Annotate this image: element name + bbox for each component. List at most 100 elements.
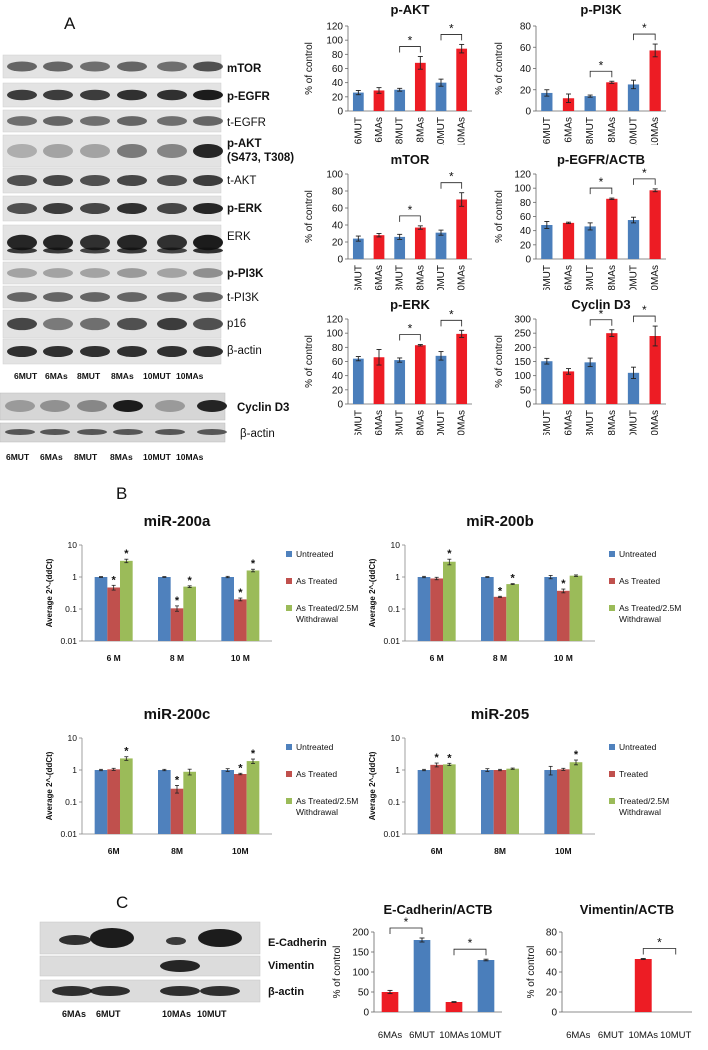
x-tick-label: 10MUT bbox=[436, 265, 447, 290]
x-tick-label: 10MUT bbox=[629, 410, 640, 435]
bar bbox=[606, 198, 618, 259]
y-tick-label: 0.1 bbox=[388, 797, 400, 807]
significance-star: * bbox=[642, 21, 647, 35]
significance-star: * bbox=[124, 746, 129, 758]
blot-row-label: Vimentin bbox=[268, 960, 315, 972]
bar bbox=[246, 570, 260, 641]
x-tick-label: 6MAs bbox=[374, 265, 385, 290]
blot-band bbox=[157, 292, 187, 302]
y-tick-label: 40 bbox=[546, 968, 558, 979]
bar bbox=[649, 336, 661, 404]
blot-row-label: t-AKT bbox=[227, 175, 256, 187]
y-tick-label: 0 bbox=[337, 107, 343, 118]
blot-band bbox=[43, 292, 73, 302]
blot-lane-label: 8MUT bbox=[77, 371, 101, 381]
significance-star: * bbox=[599, 175, 604, 189]
x-tick-label: 10M bbox=[232, 846, 249, 856]
y-tick-label: 0 bbox=[525, 107, 531, 118]
bar bbox=[481, 770, 494, 834]
significance-star: * bbox=[574, 749, 579, 761]
y-tick-label: 10 bbox=[68, 540, 78, 550]
bar bbox=[562, 98, 575, 111]
y-tick-label: 0 bbox=[337, 255, 343, 266]
blot-band bbox=[117, 234, 147, 251]
x-tick-label: 10MUT bbox=[629, 117, 640, 145]
y-tick-label: 40 bbox=[332, 371, 344, 382]
bar bbox=[584, 96, 596, 111]
blot-lane-label: 6MAs bbox=[40, 452, 63, 462]
x-tick-label: 10MAs bbox=[650, 265, 661, 290]
blot-band bbox=[43, 247, 73, 254]
y-tick-label: 200 bbox=[352, 928, 369, 939]
blot-band bbox=[193, 292, 223, 302]
y-tick-label: 1 bbox=[395, 572, 400, 582]
significance-star: * bbox=[188, 575, 193, 587]
legend-swatch bbox=[609, 605, 615, 611]
x-tick-label: 8MAs bbox=[607, 410, 618, 435]
significance-star: * bbox=[408, 203, 413, 217]
x-tick-label: 8 M bbox=[493, 653, 507, 663]
x-tick-label: 6MAs bbox=[374, 410, 385, 435]
significance-star: * bbox=[447, 548, 452, 560]
blot-band bbox=[43, 268, 73, 278]
blot-lane-label: 8MAs bbox=[110, 452, 133, 462]
chart-mir-205: miR-205 10 1 0.1 0.01 Average 2^-(ddCt) 6M 8M 10… bbox=[368, 706, 669, 856]
blot-band bbox=[90, 986, 130, 996]
chart-mir-200a: miR-200a 10 1 0.1 0.01 Average 2^-(ddCt) 6 M 8 … bbox=[45, 513, 358, 663]
significance-star: * bbox=[447, 752, 452, 764]
bar bbox=[234, 773, 247, 834]
bar bbox=[606, 82, 618, 111]
y-tick-label: 60 bbox=[520, 43, 532, 54]
blot-band bbox=[117, 346, 147, 357]
blot-band bbox=[80, 203, 110, 214]
significance-star: * bbox=[449, 170, 454, 184]
x-tick-label: 8MAs bbox=[415, 410, 426, 435]
blot-band bbox=[193, 247, 223, 254]
bar bbox=[94, 770, 108, 834]
significance-star: * bbox=[408, 33, 413, 47]
blot-row-label: E-Cadherin bbox=[268, 937, 327, 949]
chart-title: p-EGFR/ACTB bbox=[557, 152, 645, 167]
y-tick-label: 150 bbox=[352, 948, 369, 959]
y-tick-label: 50 bbox=[358, 988, 370, 999]
bar bbox=[373, 235, 385, 259]
significance-star: * bbox=[408, 322, 413, 336]
significance-bracket bbox=[399, 215, 421, 222]
significance-bracket bbox=[633, 178, 656, 185]
blot-row-label: mTOR bbox=[227, 63, 262, 75]
y-tick-label: 100 bbox=[352, 968, 369, 979]
bar bbox=[352, 358, 364, 404]
blot-band bbox=[193, 203, 223, 214]
blot-band bbox=[80, 116, 110, 126]
y-tick-label: 0.1 bbox=[65, 797, 77, 807]
significance-star: * bbox=[238, 587, 243, 599]
y-tick-label: 0.01 bbox=[60, 636, 77, 646]
blot-band bbox=[43, 61, 73, 72]
bar bbox=[373, 90, 385, 111]
blot-band bbox=[193, 317, 223, 331]
legend-swatch bbox=[286, 798, 292, 804]
y-axis-label: % of control bbox=[304, 190, 315, 243]
chart-title: miR-200c bbox=[144, 706, 211, 723]
blot-row-label: Cyclin D3 bbox=[237, 402, 289, 414]
blot-row-label: (S473, T308) bbox=[227, 152, 294, 164]
blot-band bbox=[155, 400, 185, 412]
blot-band bbox=[198, 929, 242, 947]
blot-lane-label: 10MUT bbox=[143, 371, 172, 381]
significance-bracket bbox=[440, 182, 463, 189]
significance-star: * bbox=[175, 595, 180, 607]
blot-lane-label: 8MUT bbox=[74, 452, 98, 462]
y-tick-label: 0 bbox=[525, 400, 531, 411]
significance-bracket bbox=[589, 319, 613, 326]
blot-band bbox=[5, 400, 35, 412]
bar bbox=[456, 333, 468, 404]
blot-band bbox=[7, 61, 37, 72]
legend-label: Treated/2.5M bbox=[619, 796, 669, 806]
blot-lane-label: 8MAs bbox=[111, 371, 134, 381]
significance-bracket bbox=[633, 33, 656, 41]
blot-band bbox=[43, 317, 73, 331]
bar bbox=[234, 599, 247, 641]
legend-label: Untreated bbox=[619, 549, 657, 559]
bar bbox=[417, 577, 431, 641]
legend-swatch bbox=[286, 605, 292, 611]
